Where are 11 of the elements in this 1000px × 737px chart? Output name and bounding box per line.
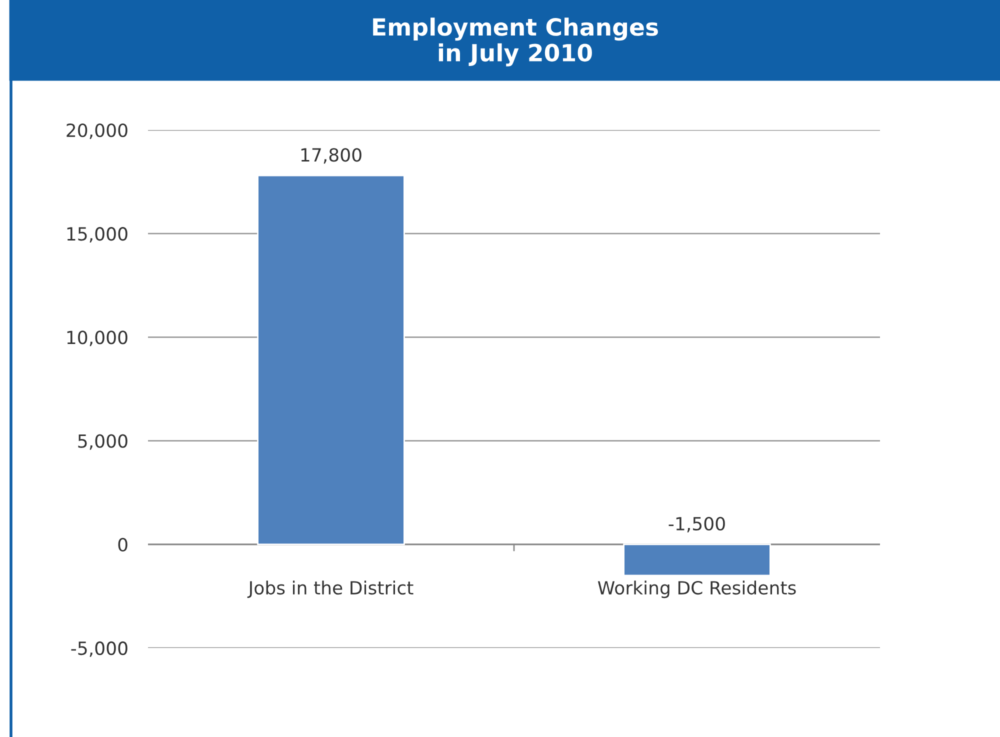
y-tick-label: 0	[118, 538, 128, 552]
data-label: 17,800	[301, 148, 362, 164]
y-tick-label: -5,000	[71, 641, 128, 657]
y-tick-label: 15,000	[67, 227, 128, 243]
y-tick-label: 20,000	[66, 123, 128, 139]
chart-title: Employment Changes in July 2010	[373, 18, 658, 66]
x-tick-label: Working DC Residents	[598, 580, 796, 598]
y-tick-label: 10,000	[67, 330, 128, 346]
x-tick-label: Jobs in the District	[247, 580, 414, 598]
data-label: -1,500	[668, 516, 725, 532]
y-tick-label: 5,000	[78, 434, 128, 450]
